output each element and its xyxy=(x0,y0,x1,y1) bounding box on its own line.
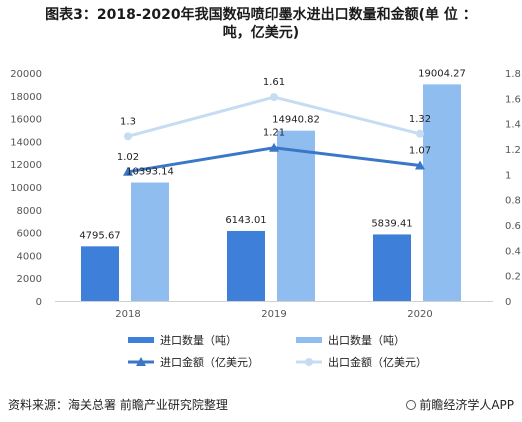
chart-title-line2: 吨，亿美元) xyxy=(222,25,300,41)
left-tick-label: 0 xyxy=(36,297,42,308)
right-tick-label: 1.8 xyxy=(505,69,521,80)
left-tick-label: 8000 xyxy=(17,206,42,217)
x-tick-label: 2018 xyxy=(115,309,140,320)
left-axis: 0 2000 4000 6000 8000 10000 12000 14000 16000 180… xyxy=(10,69,42,308)
chart-title-line1: 图表3：2018-2020年我国数码喷印墨水进出口数量和金额(单 位 ： xyxy=(45,7,477,23)
marker-export-value xyxy=(416,129,424,138)
bar-value-label: 5839.41 xyxy=(371,218,412,229)
data-labels: 4795.67 6143.01 5839.41 10393.14 14940.82 190… xyxy=(79,68,466,241)
chart: 0 2000 4000 6000 8000 10000 12000 14000 16000 180… xyxy=(10,68,521,369)
bars xyxy=(81,84,461,301)
legend-label: 出口数量（吨） xyxy=(328,333,405,347)
line-value-label: 1.3 xyxy=(120,116,136,127)
legend-swatch xyxy=(296,337,322,343)
left-tick-label: 18000 xyxy=(10,92,42,103)
bar-value-label: 19004.27 xyxy=(418,68,466,79)
marker-import-value xyxy=(415,160,425,170)
bar-export-qty xyxy=(131,182,169,301)
line-value-label: 1.21 xyxy=(263,128,285,139)
line-value-label: 1.61 xyxy=(263,77,285,88)
marker-export-value xyxy=(270,93,278,102)
legend-swatch xyxy=(128,337,154,343)
right-tick-label: 0.8 xyxy=(505,196,521,207)
bar-value-label: 4795.67 xyxy=(79,230,120,241)
legend-marker xyxy=(305,358,313,366)
marker-export-value xyxy=(124,132,132,141)
left-tick-label: 14000 xyxy=(10,137,42,148)
bar-value-label: 6143.01 xyxy=(225,215,266,226)
left-tick-label: 16000 xyxy=(10,115,42,126)
left-tick-label: 2000 xyxy=(17,274,42,285)
right-tick-label: 0 xyxy=(505,297,511,308)
right-tick-label: 1.2 xyxy=(505,145,521,156)
left-tick-label: 10000 xyxy=(10,183,42,194)
bar-import-qty xyxy=(373,234,411,301)
x-tick-label: 2020 xyxy=(407,309,432,320)
bar-value-label: 14940.82 xyxy=(272,115,320,126)
lines xyxy=(123,93,425,176)
bar-export-qty xyxy=(423,84,461,301)
x-axis-ticks: 2018 2019 2020 xyxy=(115,309,432,320)
left-tick-label: 20000 xyxy=(10,69,42,80)
line-value-label: 1.07 xyxy=(409,145,431,156)
bar-import-qty xyxy=(81,246,119,301)
brand: 前瞻经济学人APP xyxy=(406,396,514,413)
right-tick-label: 0.4 xyxy=(505,246,521,257)
right-tick-label: 1 xyxy=(505,170,511,181)
brand-logo-icon xyxy=(406,400,417,410)
line-value-label: 1.02 xyxy=(117,152,139,163)
bar-import-qty xyxy=(227,230,265,301)
chart-title: 图表3：2018-2020年我国数码喷印墨水进出口数量和金额(单 位 ： 吨，亿… xyxy=(0,6,522,42)
left-tick-label: 4000 xyxy=(17,251,42,262)
x-tick-label: 2019 xyxy=(261,309,286,320)
source-note: 资料来源：海关总署 前瞻产业研究院整理 xyxy=(8,398,228,412)
right-tick-label: 0.2 xyxy=(505,272,521,283)
right-tick-label: 1.4 xyxy=(505,120,521,131)
right-tick-label: 1.6 xyxy=(505,94,521,105)
legend: 进口数量（吨） 出口数量（吨） 进口金额（亿美元） 出口金额（亿美元） xyxy=(128,333,427,369)
right-axis: 0 0.2 0.4 0.6 0.8 1 1.2 1.4 1.6 1.8 xyxy=(505,69,521,308)
bar-value-label: 10393.14 xyxy=(126,167,174,178)
legend-label: 进口数量（吨） xyxy=(160,334,237,347)
right-tick-label: 0.6 xyxy=(505,221,521,232)
left-tick-label: 6000 xyxy=(17,229,42,240)
bar-export-qty xyxy=(277,130,315,301)
line-value-label: 1.32 xyxy=(409,114,431,125)
legend-marker xyxy=(136,357,146,366)
brand-text: 前瞻经济学人APP xyxy=(419,398,514,412)
marker-import-value xyxy=(269,142,279,152)
legend-label: 进口金额（亿美元） xyxy=(160,355,259,369)
marker-import-value xyxy=(123,166,133,176)
left-tick-label: 12000 xyxy=(10,160,42,171)
legend-label: 出口金额（亿美元） xyxy=(328,355,427,369)
